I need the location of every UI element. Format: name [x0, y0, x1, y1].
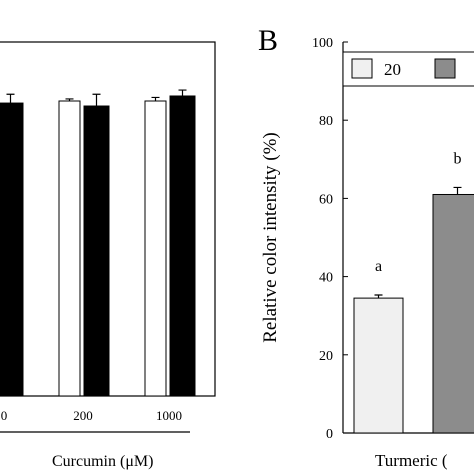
legend-label: 20: [384, 60, 401, 79]
y-tick-label: 80: [319, 114, 333, 129]
y-tick-label: 0: [326, 427, 333, 442]
error-bar: [65, 98, 74, 101]
y-tick-label: 40: [319, 271, 333, 286]
error-bar: [453, 186, 462, 195]
annotation: a: [375, 258, 382, 275]
error-bar: [151, 96, 160, 101]
bar: [353, 297, 404, 434]
y-tick-label: 20: [319, 349, 333, 364]
x-tick-label: 200: [73, 408, 93, 423]
error-bar: [374, 294, 383, 299]
legend-swatch: [351, 58, 373, 79]
annotation: b: [454, 150, 462, 167]
bar: [169, 95, 196, 397]
error-bar: [92, 93, 101, 107]
bar: [0, 102, 24, 397]
x-tick-label: 1000: [156, 408, 182, 423]
bar: [144, 100, 167, 397]
bar: [83, 105, 110, 397]
panel-label: B: [258, 24, 278, 57]
error-bar: [178, 89, 187, 96]
x-axis-title: Turmeric (: [375, 451, 448, 470]
y-tick-label: 100: [312, 36, 333, 51]
bar: [58, 100, 81, 397]
bar: [432, 193, 474, 434]
y-axis-title: Relative color intensity (%): [260, 132, 281, 343]
error-bar: [6, 93, 15, 104]
x-axis-title: Curcumin (μM): [52, 453, 153, 470]
x-tick-label: 0: [1, 408, 8, 423]
y-tick-label: 60: [319, 192, 333, 207]
legend-swatch: [434, 58, 456, 79]
